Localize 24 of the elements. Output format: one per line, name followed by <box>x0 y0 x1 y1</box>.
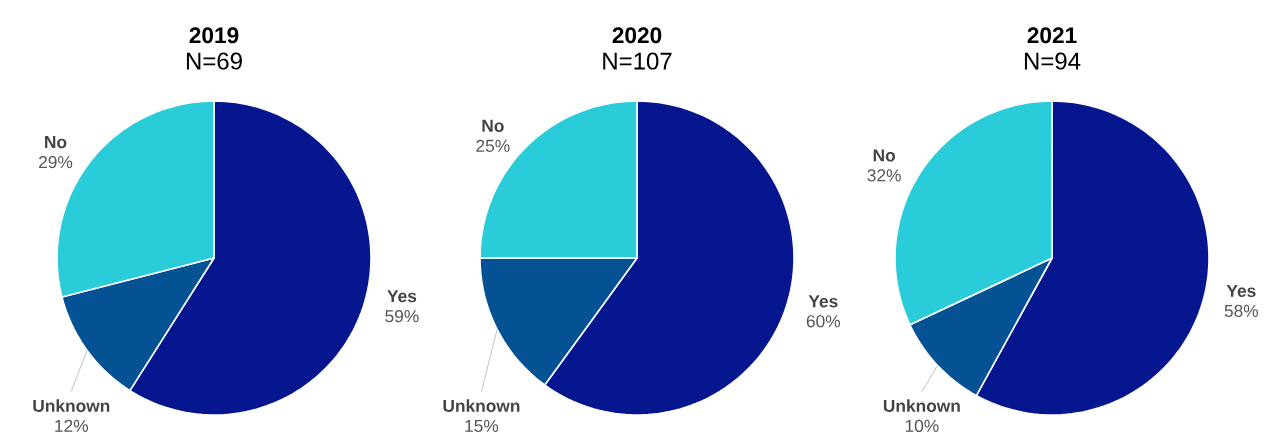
chart-title: 2019 <box>189 27 239 44</box>
slice-label: No <box>482 119 504 132</box>
data-label: 60% <box>806 315 841 328</box>
data-label: 59% <box>385 309 419 323</box>
slice-label: Unknown <box>883 399 960 413</box>
slice-label: No <box>45 136 67 149</box>
data-label: 32% <box>867 169 901 182</box>
chart-title: 2020 <box>612 27 662 44</box>
chart-title: 2021 <box>1027 27 1077 44</box>
slice-label: Yes <box>1226 284 1256 297</box>
data-label: 10% <box>905 419 939 433</box>
data-label: 15% <box>465 419 499 433</box>
data-label: 29% <box>39 155 73 169</box>
slice-label: Unknown <box>33 399 110 413</box>
slice-label: Yes <box>387 290 417 303</box>
data-label: 12% <box>55 419 89 432</box>
chart-subtitle: N=94 <box>1024 52 1081 70</box>
data-label: 58% <box>1224 304 1259 317</box>
slice-label: Unknown <box>443 399 520 413</box>
chart-subtitle: N=107 <box>603 52 672 70</box>
data-label: 25% <box>476 139 510 152</box>
slice-label: Yes <box>808 295 838 308</box>
chart-subtitle: N=69 <box>186 52 242 70</box>
slice-label: No <box>873 149 895 162</box>
